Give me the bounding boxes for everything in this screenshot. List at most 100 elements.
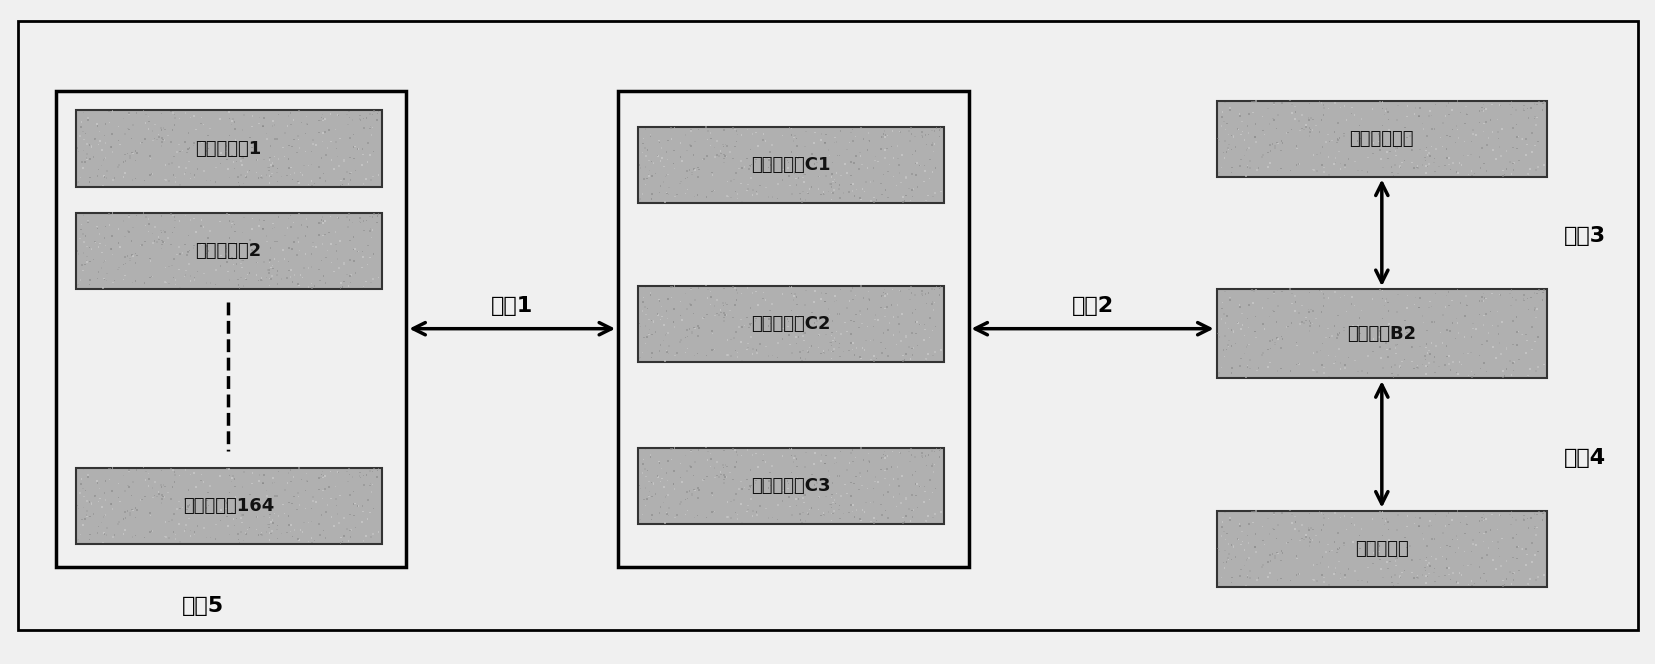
Point	[349, 470, 376, 481]
Point	[1293, 122, 1319, 133]
Point	[195, 487, 222, 498]
Point	[1236, 573, 1263, 584]
Point	[225, 280, 252, 290]
Point	[925, 452, 952, 462]
Point	[261, 491, 288, 501]
Point	[723, 193, 750, 204]
Point	[1250, 125, 1276, 136]
Point	[919, 284, 945, 295]
Point	[285, 236, 311, 247]
Point	[99, 278, 126, 288]
Point	[887, 448, 914, 458]
Point	[70, 107, 96, 118]
Point	[1528, 105, 1554, 116]
Point	[1490, 165, 1516, 176]
Point	[1446, 298, 1473, 309]
Point	[1261, 550, 1288, 561]
Point	[1218, 554, 1245, 564]
Point	[713, 191, 740, 201]
Point	[677, 445, 703, 456]
Point	[194, 136, 220, 147]
Point	[180, 111, 207, 122]
Point	[1231, 135, 1258, 145]
Point	[1235, 322, 1261, 333]
Point	[1493, 163, 1519, 174]
Point	[1299, 574, 1326, 585]
Point	[323, 493, 349, 504]
Point	[137, 510, 164, 521]
Point	[652, 492, 679, 503]
Point	[96, 117, 122, 127]
Point	[88, 517, 114, 528]
Point	[1296, 325, 1322, 336]
Point	[1425, 161, 1451, 172]
Point	[1210, 527, 1236, 537]
Point	[1284, 159, 1311, 169]
Point	[309, 113, 336, 124]
Point	[182, 529, 209, 540]
Point	[902, 304, 928, 315]
Point	[243, 511, 270, 522]
Point	[1450, 348, 1476, 359]
Point	[114, 251, 141, 262]
Point	[783, 133, 809, 144]
Point	[1281, 114, 1307, 125]
Point	[1417, 337, 1443, 348]
Point	[285, 463, 311, 473]
Point	[1218, 540, 1245, 550]
Point	[821, 291, 847, 301]
Point	[915, 450, 942, 460]
Point	[257, 274, 283, 284]
Point	[240, 213, 266, 224]
Point	[1268, 548, 1294, 558]
Point	[261, 477, 288, 487]
Point	[182, 227, 209, 238]
Point	[1412, 168, 1438, 179]
Point	[632, 483, 659, 493]
Point	[260, 260, 286, 271]
Point	[1261, 552, 1288, 563]
Point	[1256, 139, 1283, 150]
Point	[756, 147, 783, 157]
Point	[161, 254, 187, 264]
Point	[688, 313, 715, 323]
Bar	[1216, 289, 1546, 378]
Point	[308, 510, 334, 521]
Point	[693, 134, 720, 145]
Point	[626, 195, 652, 205]
Point	[180, 170, 207, 181]
Point	[1324, 528, 1350, 539]
Point	[682, 295, 708, 305]
Point	[1341, 156, 1367, 167]
Point	[218, 150, 245, 161]
Point	[826, 500, 852, 511]
Point	[846, 352, 872, 363]
Point	[308, 255, 334, 266]
Point	[68, 224, 94, 235]
Point	[722, 461, 748, 472]
Point	[793, 285, 819, 295]
Point	[784, 312, 811, 323]
Point	[175, 127, 202, 138]
Point	[318, 136, 344, 147]
Point	[1369, 120, 1395, 131]
Point	[722, 299, 748, 310]
Point	[887, 497, 914, 508]
Point	[364, 115, 391, 125]
Point	[869, 510, 895, 521]
Point	[1418, 317, 1445, 327]
Point	[311, 114, 338, 124]
Point	[1228, 536, 1254, 546]
Point	[1408, 570, 1435, 580]
Point	[1326, 364, 1352, 374]
Point	[149, 134, 175, 145]
Point	[680, 470, 707, 481]
Point	[1339, 127, 1365, 137]
Point	[233, 524, 260, 535]
Point	[775, 321, 801, 332]
Point	[1435, 300, 1461, 311]
Point	[1513, 134, 1539, 145]
Point	[1226, 361, 1253, 371]
Point	[336, 255, 362, 266]
Point	[826, 150, 852, 161]
